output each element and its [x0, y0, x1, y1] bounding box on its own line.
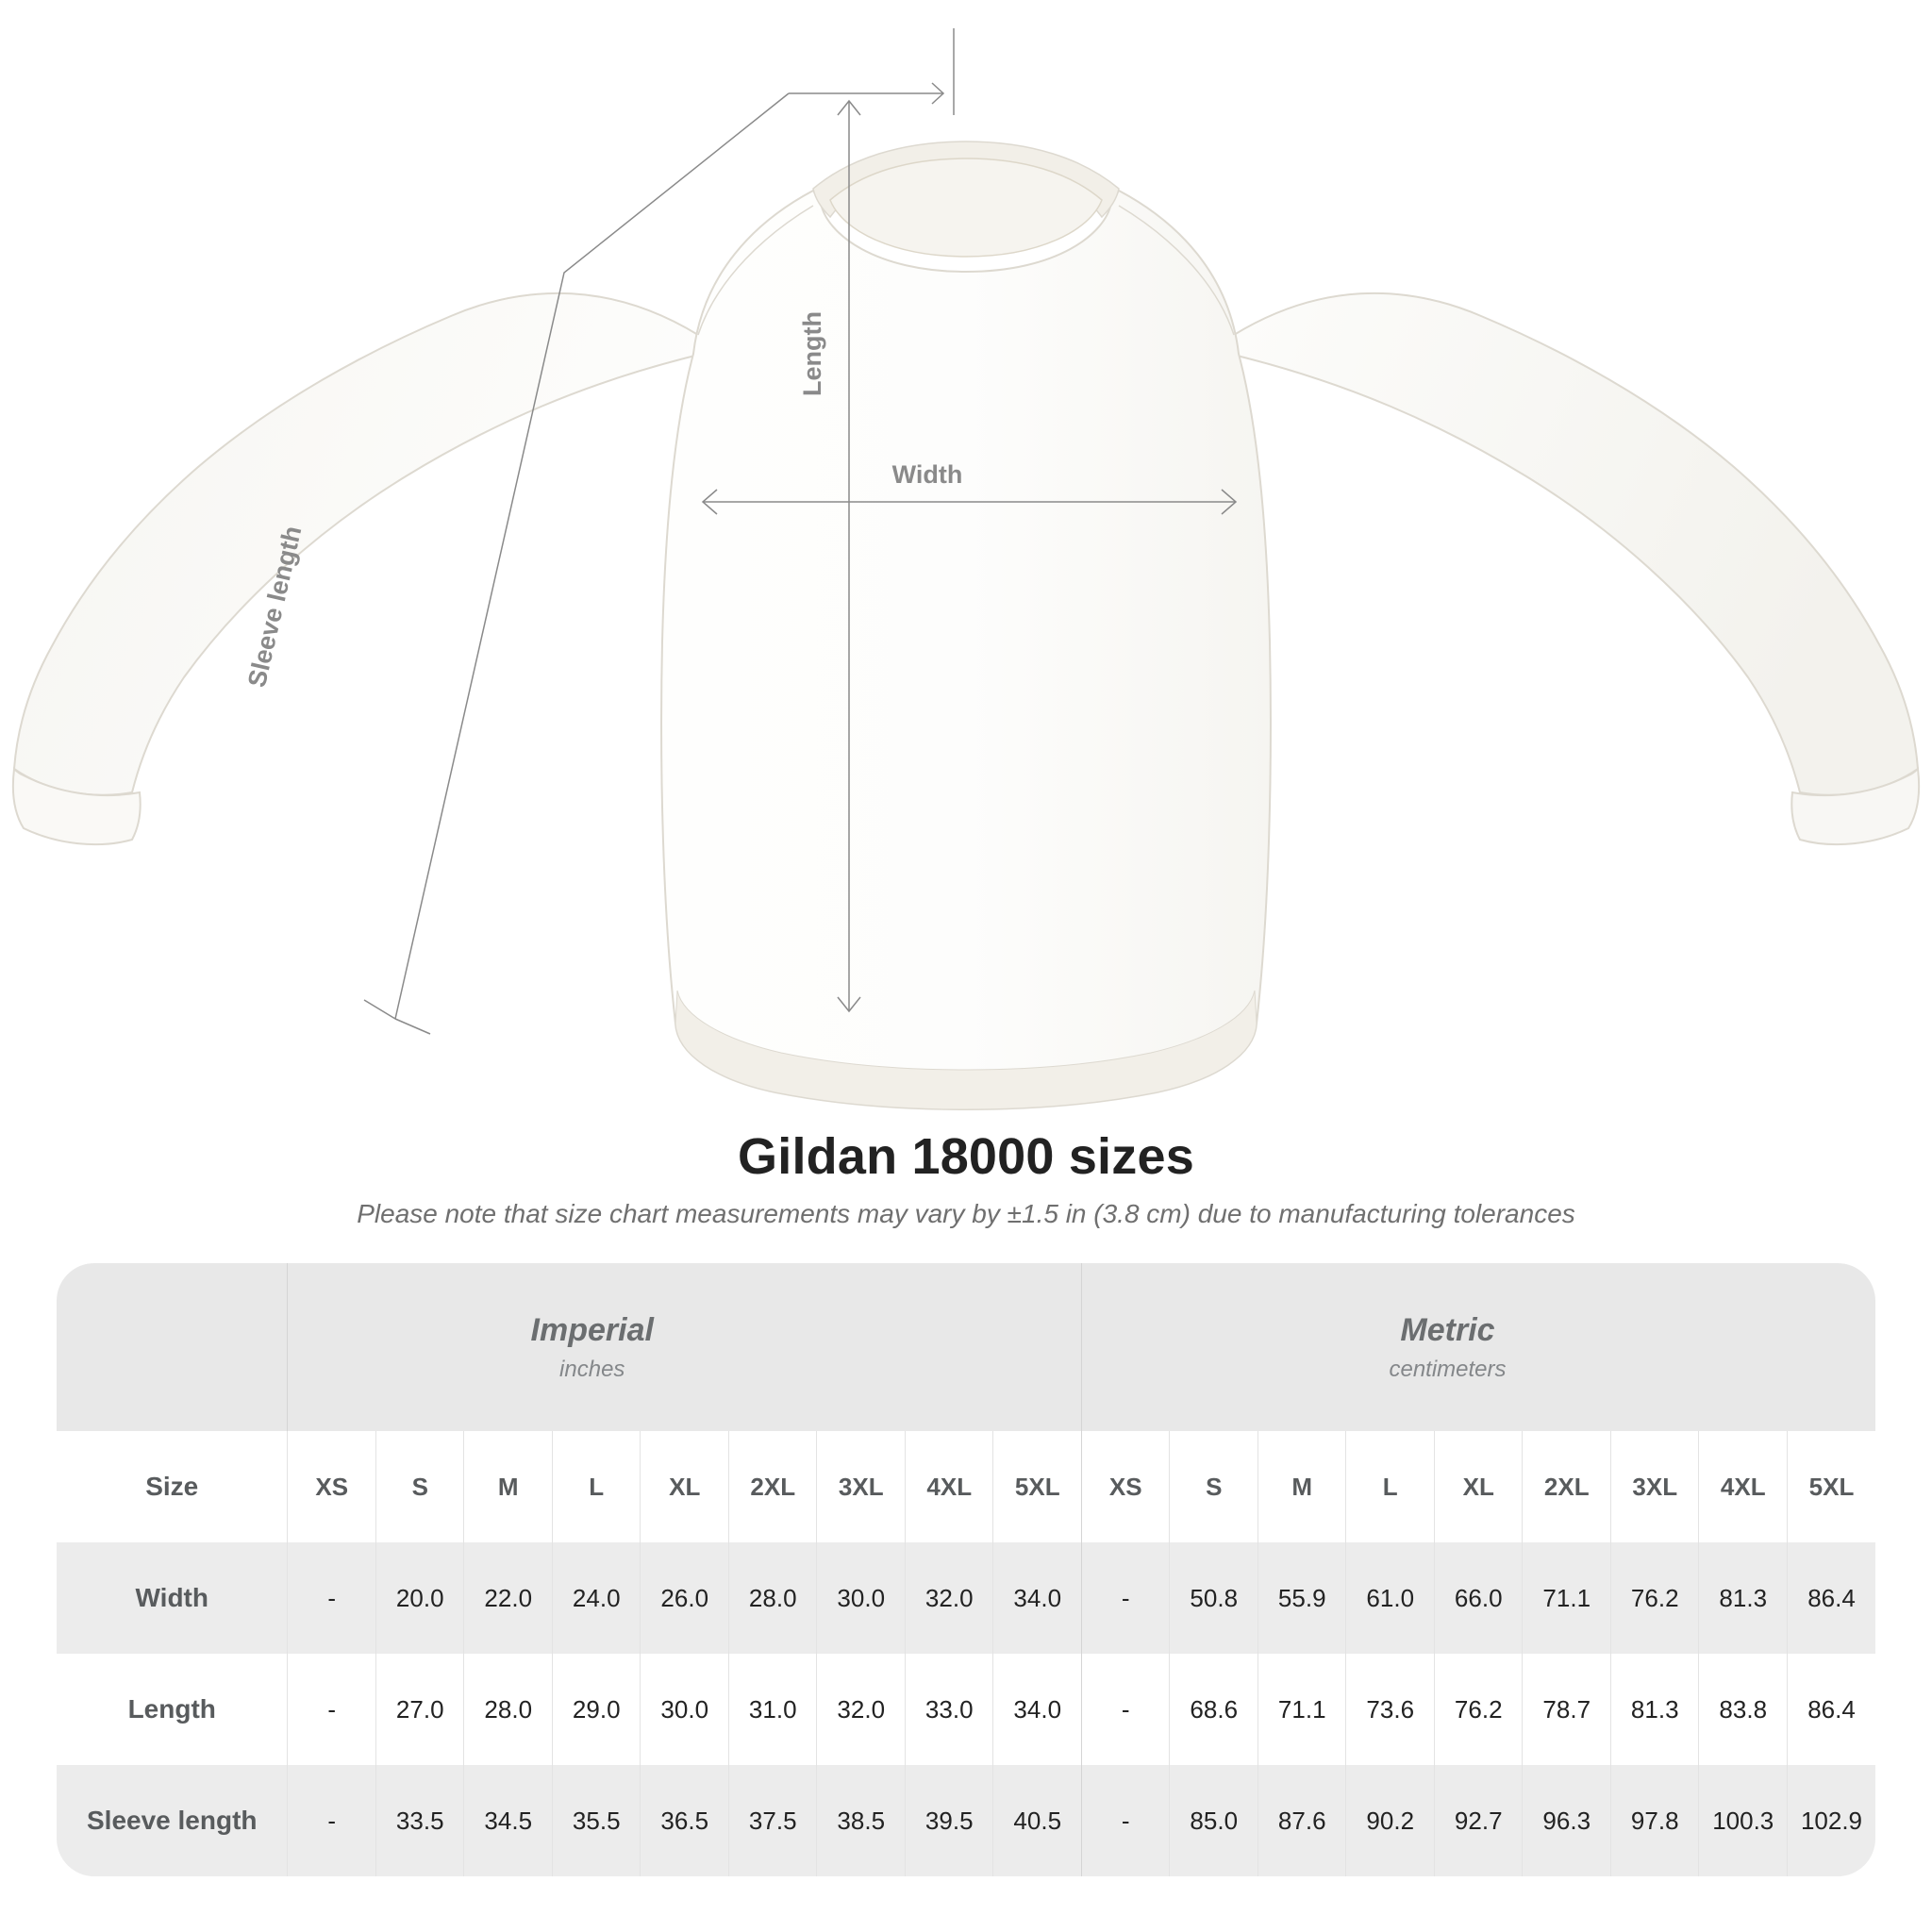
svg-text:Length: Length [798, 311, 826, 396]
svg-text:Width: Width [892, 460, 963, 489]
